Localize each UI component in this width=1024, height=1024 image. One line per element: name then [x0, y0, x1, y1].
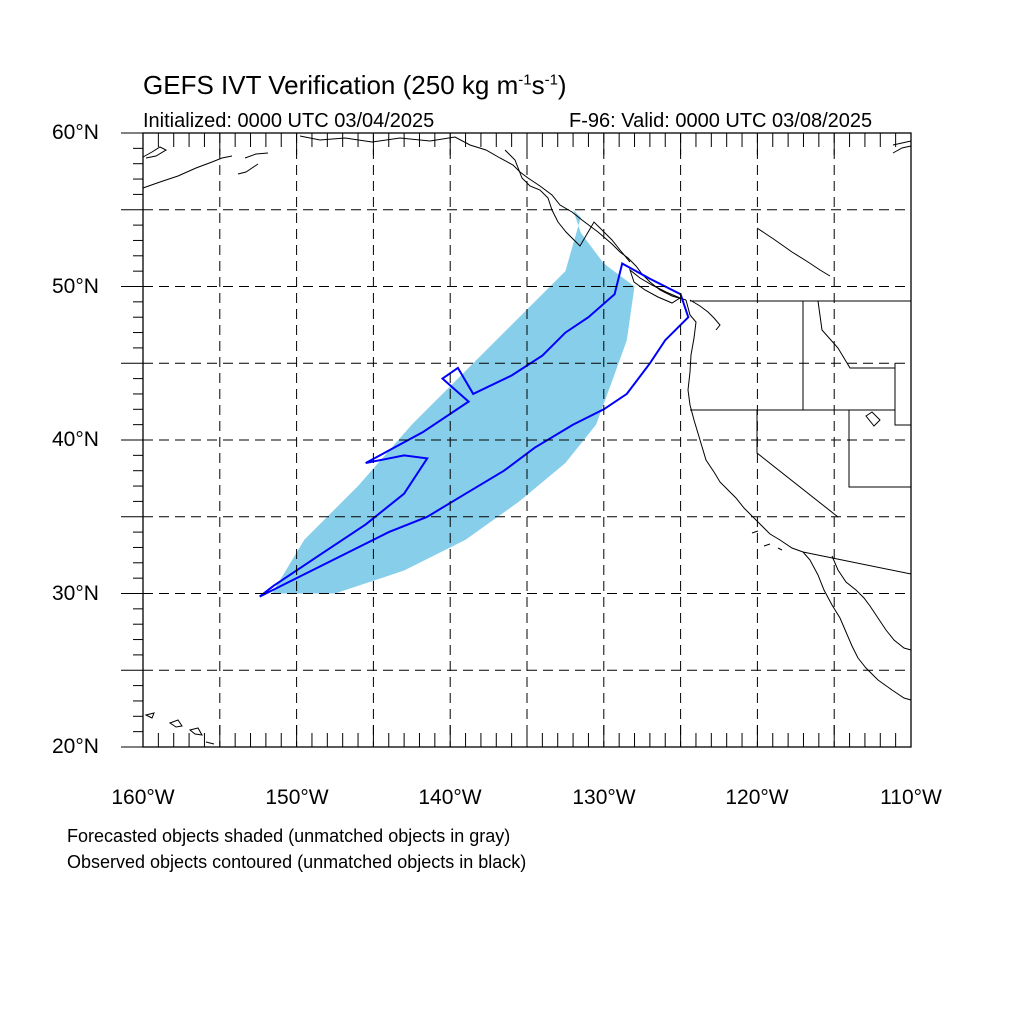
lat-label: 20°N — [52, 735, 99, 758]
title-main: GEFS IVT Verification (250 kg m — [143, 70, 519, 100]
lat-label: 40°N — [52, 428, 99, 451]
forecast-ivt-object — [272, 209, 635, 594]
observed-ivt-contour — [259, 261, 690, 598]
title-unit-s: s — [531, 70, 545, 100]
lat-label: 60°N — [52, 121, 99, 144]
idaho-border — [817, 300, 895, 369]
baja-coastline — [802, 551, 912, 701]
lon-label: 110°W — [880, 786, 942, 809]
lon-label: 140°W — [418, 786, 482, 809]
axis-ticks — [121, 132, 912, 748]
title-close: ) — [557, 70, 567, 100]
salish-sea — [689, 299, 721, 331]
initialized-label: Initialized: 0000 UTC 03/04/2025 — [143, 110, 435, 132]
lat-label: 50°N — [52, 275, 99, 298]
lon-label: 120°W — [725, 786, 789, 809]
observed-object-layer — [259, 261, 690, 598]
lon-label: 160°W — [111, 786, 175, 809]
alaska-coastline — [142, 135, 687, 301]
lat-label: 30°N — [52, 582, 99, 605]
great-salt-lake — [865, 411, 881, 427]
channel-islands — [751, 530, 783, 551]
map-title: GEFS IVT Verification (250 kg m-1s-1) — [143, 70, 567, 101]
hawaii-islands — [144, 712, 215, 745]
title-exponent-1: -1 — [518, 71, 532, 89]
lon-label: 130°W — [572, 786, 636, 809]
valid-time-label: F-96: Valid: 0000 UTC 03/08/2025 — [569, 110, 873, 132]
title-exponent-2: -1 — [544, 71, 558, 89]
bc-coastline — [504, 149, 631, 263]
forecast-object-layer — [272, 209, 635, 594]
lon-label: 150°W — [265, 786, 329, 809]
canada-interior-lake — [756, 227, 831, 277]
forecast-note: Forecasted objects shaded (unmatched obj… — [67, 826, 511, 846]
gulf-california-coast — [831, 555, 912, 651]
graticule — [143, 133, 911, 747]
observed-note: Observed objects contoured (unmatched ob… — [67, 852, 527, 872]
us-west-coastline — [685, 299, 804, 553]
